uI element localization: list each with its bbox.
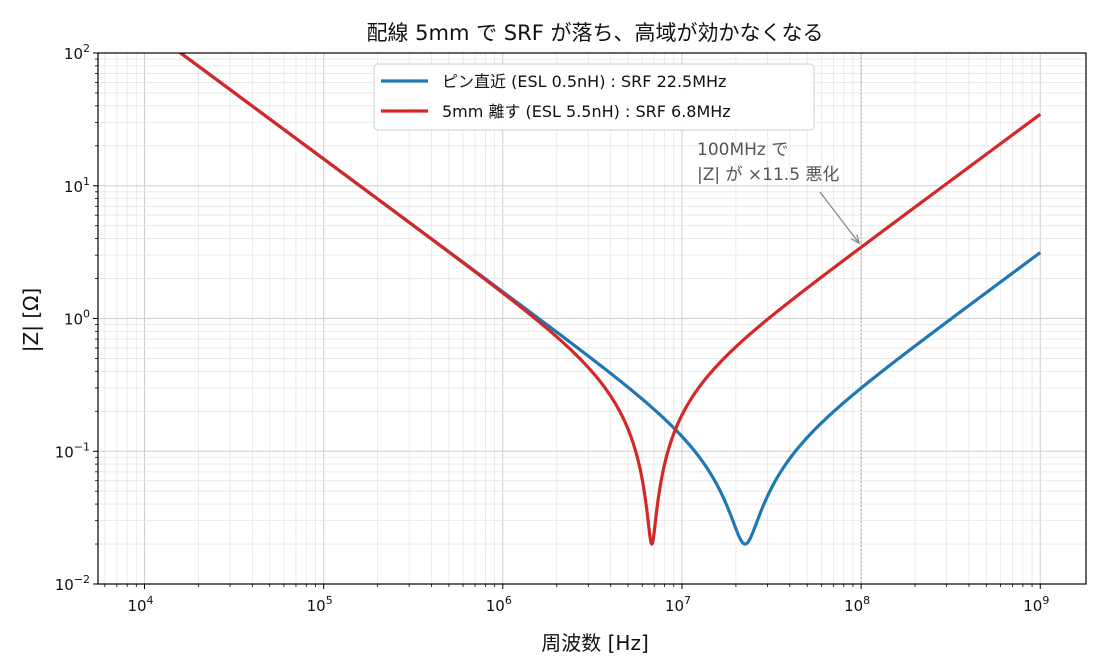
y-tick-label: 10−2 [55, 573, 90, 594]
x-tick-label: 104 [127, 594, 153, 615]
y-tick-base: 10 [55, 443, 74, 461]
x-tick-base: 10 [665, 597, 684, 615]
annotation-text-line: |Z| が ×11.5 悪化 [697, 165, 839, 185]
x-tick-base: 10 [307, 597, 326, 615]
y-tick-base: 10 [64, 178, 83, 196]
x-tick-base: 10 [1023, 597, 1042, 615]
x-tick-exp: 4 [147, 594, 154, 607]
x-tick-exp: 5 [326, 594, 333, 607]
y-axis-label: |Z| [Ω] [19, 288, 43, 352]
x-tick-label: 109 [1023, 594, 1049, 615]
x-tick-base: 10 [127, 597, 146, 615]
y-tick-label: 10−1 [55, 440, 90, 461]
legend-label-1: 5mm 離す (ESL 5.5nH) : SRF 6.8MHz [442, 102, 731, 121]
x-axis-ticks: 104 105 106 107 108 109 [104, 584, 1049, 615]
x-tick-exp: 6 [505, 594, 512, 607]
y-tick-exp: −1 [74, 440, 90, 453]
x-tick-label: 106 [486, 594, 512, 615]
x-tick-base: 10 [844, 597, 863, 615]
y-tick-exp: 0 [83, 308, 90, 321]
legend: ピン直近 (ESL 0.5nH) : SRF 22.5MHz 5mm 離す (ES… [373, 63, 815, 131]
y-tick-exp: 2 [83, 42, 90, 55]
annotation-arrow-head [850, 234, 861, 245]
x-tick-base: 10 [486, 597, 505, 615]
x-tick-exp: 9 [1042, 594, 1049, 607]
x-tick-label: 107 [665, 594, 691, 615]
series-line-1 [177, 53, 1042, 546]
annotation: 100MHz で |Z| が ×11.5 悪化 [697, 140, 861, 245]
y-tick-exp: −2 [74, 573, 90, 586]
legend-label-0: ピン直近 (ESL 0.5nH) : SRF 22.5MHz [442, 72, 726, 91]
x-tick-label: 108 [844, 594, 870, 615]
x-axis-label: 周波数 [Hz] [541, 631, 649, 655]
x-tick-label: 105 [307, 594, 333, 615]
annotation-text-line: 100MHz で [697, 140, 788, 160]
x-tick-exp: 8 [863, 594, 870, 607]
y-tick-label: 102 [64, 42, 90, 63]
x-tick-exp: 7 [684, 594, 691, 607]
y-tick-label: 100 [64, 308, 90, 329]
y-tick-base: 10 [64, 45, 83, 63]
y-tick-exp: 1 [83, 175, 90, 188]
series-group [177, 53, 1042, 546]
y-tick-base: 10 [64, 311, 83, 329]
y-tick-base: 10 [55, 576, 74, 594]
annotation-arrow-shaft [819, 191, 860, 244]
y-tick-label: 101 [64, 175, 90, 196]
legend-box [373, 63, 815, 131]
chart-title: 配線 5mm で SRF が落ち、高域が効かなくなる [367, 21, 824, 45]
